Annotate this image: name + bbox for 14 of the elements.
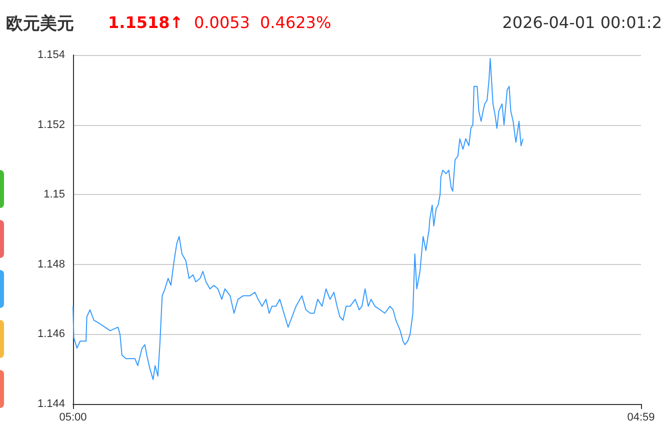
text: 0.4623% bbox=[260, 13, 332, 32]
y-tick-label: 1.154 bbox=[37, 49, 65, 61]
text: 2026-04-01 00:01:2 bbox=[502, 13, 662, 32]
line-series bbox=[72, 58, 524, 380]
chart-title: 欧元美元 bbox=[6, 13, 74, 35]
x-tick-label: 04:59 bbox=[627, 412, 655, 424]
x-tick-label: 05:00 bbox=[59, 412, 87, 424]
y-tick-label: 1.152 bbox=[37, 118, 65, 131]
y-tick-label: 1.144 bbox=[37, 398, 65, 410]
y-tick-label: 1.148 bbox=[37, 258, 65, 270]
y-tick-label: 1.146 bbox=[37, 328, 65, 340]
text: 1.1518↑ bbox=[108, 13, 184, 32]
y-tick-label: 1.15 bbox=[44, 188, 65, 201]
text: 0.0053 bbox=[194, 13, 250, 32]
